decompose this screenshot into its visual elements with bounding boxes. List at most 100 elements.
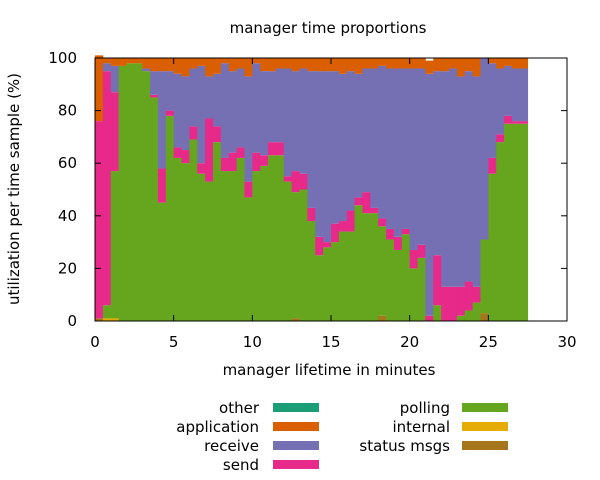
- bar-segment-polling: [315, 255, 324, 321]
- bar-segment-send: [315, 236, 324, 256]
- bar-segment-application: [504, 58, 513, 66]
- bar-segment-receive: [213, 73, 222, 127]
- bar-segment-send: [197, 163, 206, 174]
- bar-segment-receive: [456, 76, 466, 287]
- bar-segment-receive: [496, 68, 505, 135]
- bar-segment-application: [354, 58, 363, 74]
- bar-segment-internal: [110, 318, 119, 321]
- bar-segment-receive: [299, 68, 308, 174]
- bar-segment-polling: [228, 171, 237, 321]
- bar-segment-receive: [346, 71, 355, 211]
- bar-segment-application: [150, 58, 159, 72]
- bar-segment-receive: [102, 63, 112, 72]
- bar-segment-receive: [417, 68, 426, 245]
- bar-segment-application: [417, 58, 426, 69]
- bar-segment-receive: [331, 71, 340, 224]
- bar-segment-application: [425, 60, 434, 74]
- bar-segment-receive: [268, 71, 277, 143]
- bar-segment-receive: [511, 68, 521, 122]
- bar-segment-polling: [134, 63, 143, 321]
- stacked-bars: [95, 55, 529, 322]
- bar-segment-application: [110, 58, 119, 66]
- bar-segment-polling: [511, 123, 521, 321]
- bar-segment-polling: [197, 173, 206, 321]
- bar-segment-polling: [142, 71, 151, 322]
- bar-segment-polling: [299, 189, 308, 321]
- bar-segment-application: [386, 58, 395, 69]
- legend-swatch: [273, 460, 319, 469]
- bar-segment-application: [236, 58, 245, 69]
- bar-segment-send: [441, 286, 450, 321]
- bar-segment-status-msgs: [291, 318, 300, 321]
- bar-segment-send: [299, 173, 308, 190]
- bar-segment-application: [228, 58, 237, 72]
- bar-segment-receive: [283, 68, 293, 177]
- bar-segment-application: [346, 58, 355, 72]
- y-tick-label: 40: [58, 207, 77, 225]
- bar-segment-receive: [110, 65, 119, 93]
- bar-segment-application: [283, 58, 293, 69]
- bar-segment-polling: [260, 165, 269, 321]
- bar-segment-application: [331, 58, 340, 72]
- bar-segment-receive: [244, 76, 253, 182]
- bar-segment-polling: [480, 239, 489, 314]
- bar-segment-receive: [165, 71, 175, 111]
- bar-segment-send: [157, 168, 167, 203]
- bar-segment-application: [323, 58, 332, 72]
- bar-segment-application: [213, 58, 222, 74]
- legend-swatch: [462, 422, 508, 431]
- bar-segment-send: [236, 147, 245, 158]
- bar-segment-application: [244, 58, 253, 77]
- bar-segment-polling: [189, 139, 198, 321]
- bar-segment-polling: [338, 231, 348, 321]
- bar-segment-polling: [393, 249, 403, 321]
- legend-swatch: [462, 403, 508, 412]
- bar-segment-receive: [449, 68, 458, 287]
- bar-segment-send: [393, 236, 403, 250]
- bar-segment-polling: [236, 157, 245, 321]
- bar-segment-receive: [220, 63, 230, 158]
- bar-segment-application: [197, 58, 206, 66]
- bar-segment-polling: [386, 239, 395, 321]
- y-tick-label: 60: [58, 154, 77, 172]
- bar-segment-application: [142, 58, 151, 69]
- bar-segment-send: [496, 134, 505, 143]
- legend-swatch: [273, 441, 319, 450]
- legend-label: send: [223, 456, 259, 474]
- bar-segment-application: [464, 58, 473, 72]
- bar-segment-send: [110, 92, 119, 172]
- bar-segment-application: [220, 58, 230, 64]
- bar-segment-polling: [118, 65, 127, 321]
- bar-segment-send: [338, 221, 348, 232]
- bar-segment-send: [401, 228, 411, 235]
- y-tick-label: 20: [58, 259, 77, 277]
- bar-segment-application: [189, 58, 198, 69]
- legend-label: internal: [392, 418, 450, 436]
- bar-segment-polling: [362, 213, 371, 321]
- bar-segment-receive: [401, 68, 411, 229]
- bar-segment-send: [244, 181, 253, 198]
- bar-segment-send: [472, 286, 481, 303]
- bar-segment-polling: [433, 305, 442, 321]
- bar-segment-status-msgs: [378, 315, 387, 321]
- bar-segment-send: [449, 286, 458, 321]
- bar-segment-send: [95, 121, 104, 319]
- bar-segment-polling: [307, 221, 316, 321]
- bar-segment-application: [126, 58, 135, 64]
- bar-segment-receive: [504, 65, 513, 116]
- bar-segment-application: [252, 58, 261, 64]
- bar-segment-application: [205, 58, 214, 77]
- bar-segment-application: [519, 58, 529, 69]
- bar-segment-send: [488, 157, 497, 174]
- bar-segment-application: [118, 58, 127, 66]
- bar-segment-send: [370, 207, 379, 214]
- bar-segment-send: [165, 110, 175, 116]
- bar-segment-application: [165, 58, 175, 72]
- bar-segment-polling: [291, 192, 300, 319]
- bar-segment-send: [189, 126, 198, 140]
- bar-segment-send: [504, 115, 513, 124]
- bar-segment-send: [331, 223, 340, 243]
- x-tick-label: 20: [400, 333, 419, 351]
